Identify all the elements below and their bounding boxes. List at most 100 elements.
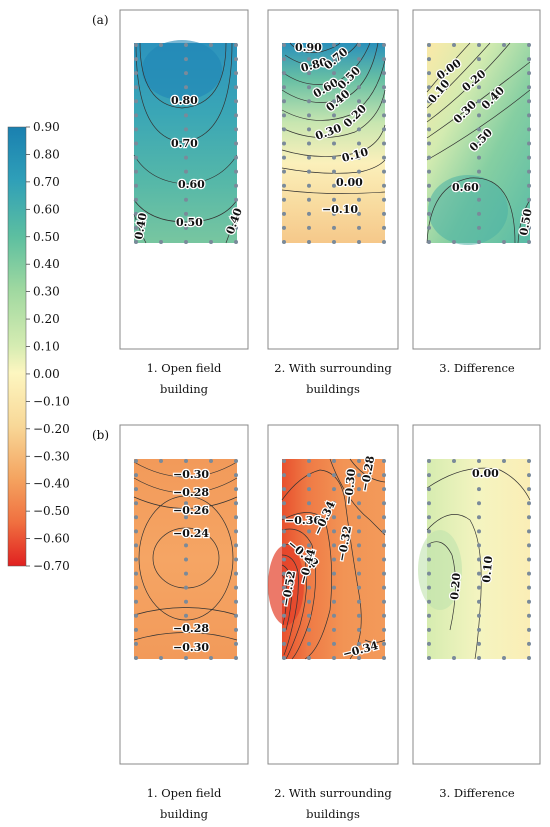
sensor-dot — [234, 585, 238, 590]
sensor-dot — [357, 571, 361, 576]
sensor-dot — [234, 85, 238, 90]
sensor-dot — [357, 240, 361, 244]
caption-line: 3. Difference — [439, 361, 515, 375]
sensor-dot — [234, 169, 238, 174]
sensor-dot — [332, 543, 336, 548]
colorbar-tick-label: 0.60 — [33, 202, 60, 216]
sensor-dot — [427, 599, 431, 604]
sensor-dot — [427, 585, 431, 590]
sensor-dot — [332, 183, 336, 188]
sensor-dot — [357, 141, 361, 146]
sensor-dot — [332, 599, 336, 604]
sensor-dot — [134, 99, 138, 104]
sensor-dot — [357, 473, 361, 478]
sensor-dot — [427, 543, 431, 548]
sensor-dot — [282, 127, 286, 132]
sensor-dot — [332, 127, 336, 132]
sensor-dot — [332, 627, 336, 632]
colorbar-ticks: 0.90 0.80 0.70 0.60 0.50 0.40 0.30 0.20 0.10 0.00… — [26, 120, 70, 573]
sensor-dot — [477, 141, 481, 146]
sensor-dot — [357, 641, 361, 646]
sensor-dot — [357, 183, 361, 188]
sensor-dot — [477, 155, 481, 160]
sensor-dot — [502, 240, 506, 244]
sensor-dot — [427, 85, 431, 90]
sensor-dot — [382, 57, 386, 62]
sensor-dot — [184, 127, 188, 132]
sensor-dot — [357, 613, 361, 618]
sensor-dot — [234, 599, 238, 604]
sensor-dot — [427, 473, 431, 478]
sensor-dot — [332, 211, 336, 216]
sensor-dot — [134, 127, 138, 132]
sensor-dot — [234, 627, 238, 632]
sensor-dot — [332, 169, 336, 174]
caption-line: building — [160, 807, 208, 821]
sensor-dot — [332, 71, 336, 76]
sensor-dot — [332, 141, 336, 146]
sensor-dot — [307, 543, 311, 548]
sensor-dot — [357, 99, 361, 104]
sensor-dot — [307, 141, 311, 146]
caption-line: 3. Difference — [439, 786, 515, 800]
sensor-dot — [357, 71, 361, 76]
sensor-dot — [282, 557, 286, 562]
sensor-dot — [307, 225, 311, 230]
sensor-dot — [234, 501, 238, 506]
sensor-dot — [527, 656, 531, 660]
sensor-dot — [184, 240, 188, 244]
contour-label: −0.36 — [285, 514, 321, 527]
sensor-dot — [527, 113, 531, 118]
sensor-dot — [184, 57, 188, 62]
sensor-dot — [234, 71, 238, 76]
sensor-dot — [134, 183, 138, 188]
sensor-dot — [382, 141, 386, 146]
sensor-dot — [382, 225, 386, 230]
sensor-dot — [282, 85, 286, 90]
sensor-dot — [234, 99, 238, 104]
sensor-dot — [427, 127, 431, 132]
sensor-dot — [134, 473, 138, 478]
sensor-dot — [527, 571, 531, 576]
sensor-dot — [382, 627, 386, 632]
sensor-dot — [282, 225, 286, 230]
map-b3: 0.00 0.20 0.10 — [418, 459, 531, 660]
sensor-dot — [307, 585, 311, 590]
sensor-dot — [527, 599, 531, 604]
sensor-dot — [234, 459, 238, 463]
sensor-dot — [382, 557, 386, 562]
sensor-dot — [427, 613, 431, 618]
caption-line: 2. With surrounding — [274, 361, 392, 375]
sensor-dot — [382, 169, 386, 174]
caption-line: 1. Open field — [146, 361, 222, 375]
sensor-dot — [332, 473, 336, 478]
sensor-dot — [134, 43, 138, 47]
sensor-dot — [382, 43, 386, 47]
sensor-dot — [159, 459, 163, 463]
sensor-dot — [477, 515, 481, 520]
sensor-dot — [452, 459, 456, 463]
colorbar-gradient — [7, 126, 27, 567]
sensor-dot — [134, 459, 138, 463]
sensor-dot — [184, 641, 188, 646]
sensor-dot — [209, 240, 213, 244]
sensor-dot — [527, 225, 531, 230]
sensor-dot — [477, 529, 481, 534]
sensor-dot — [527, 543, 531, 548]
sensor-dot — [527, 240, 531, 244]
sensor-dot — [134, 57, 138, 62]
sensor-dot — [357, 85, 361, 90]
sensor-dot — [477, 197, 481, 202]
sensor-dot — [477, 43, 481, 47]
sensor-dot — [477, 613, 481, 618]
sensor-dot — [307, 459, 311, 463]
sensor-dot — [357, 113, 361, 118]
sensor-dot — [382, 487, 386, 492]
sensor-dot — [382, 641, 386, 646]
sensor-dot — [282, 459, 286, 463]
sensor-dot — [184, 155, 188, 160]
sensor-dot — [357, 43, 361, 47]
sensor-dot — [357, 211, 361, 216]
sensor-dot — [527, 57, 531, 62]
sensor-dot — [307, 99, 311, 104]
